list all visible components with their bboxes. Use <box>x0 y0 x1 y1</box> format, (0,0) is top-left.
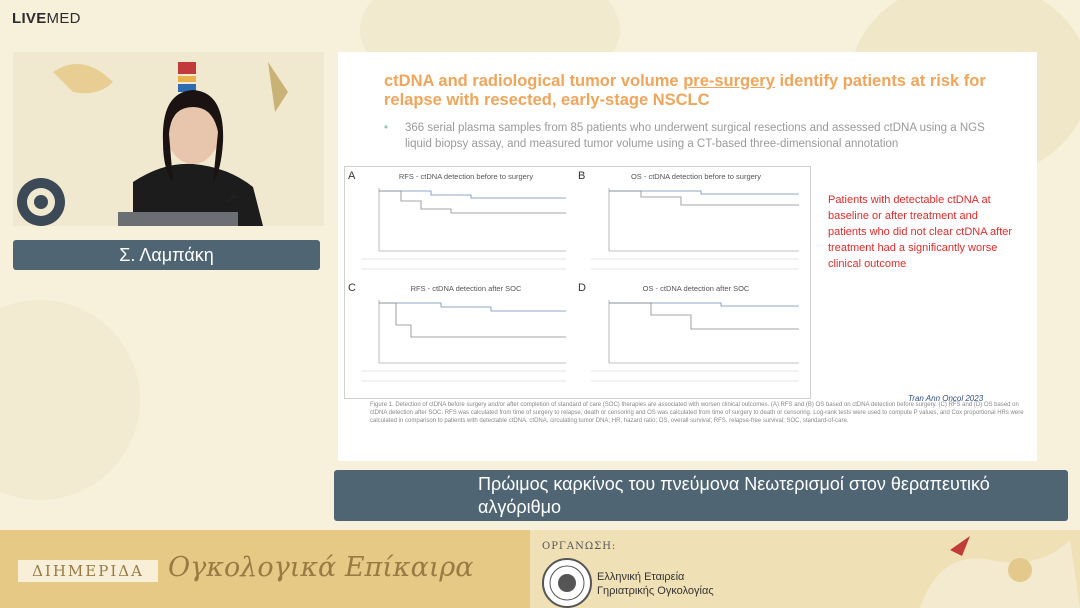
km-plot-a <box>361 188 566 270</box>
slide-title: ctDNA and radiological tumor volume pre-… <box>384 72 986 109</box>
panel-d: D OS - ctDNA detection after SOC <box>578 282 803 393</box>
panel-title: OS - ctDNA detection before to surgery <box>630 172 762 181</box>
slide-bullet: • 366 serial plasma samples from 85 pati… <box>384 122 985 150</box>
survival-figure: A RFS - ctDNA detection before to surger… <box>344 166 811 399</box>
panel-b: B OS - ctDNA detection before to surgery <box>578 170 803 281</box>
event-banner: ΔΙΗΜΕΡΙΔΑ Ογκολογικά Επίκαιρα ΟΡΓΑΝΩΣΗ: … <box>0 530 1080 608</box>
session-topic-bar: Πρώιμος καρκίνος του πνεύμονα Νεωτερισμο… <box>334 470 1068 521</box>
livemed-logo: LIVEMED <box>12 10 81 27</box>
km-plot-d <box>591 300 799 382</box>
organizer-label: ΟΡΓΑΝΩΣΗ: <box>542 541 617 552</box>
speaker-name: Σ. Λαμπάκη <box>119 245 214 265</box>
background-decoration <box>0 300 140 500</box>
panel-title: OS - ctDNA detection after SOC <box>642 284 750 293</box>
figure-caption: Figure 1. Detection of ctDNA before surg… <box>370 402 1024 424</box>
society-seal-icon <box>542 558 592 608</box>
panel-a: A RFS - ctDNA detection before to surger… <box>348 170 571 281</box>
panel-title: RFS - ctDNA detection after SOC <box>410 284 522 293</box>
speaker-name-bar: Σ. Λαμπάκη <box>13 240 320 270</box>
bullet-marker-icon: • <box>384 122 389 134</box>
citation: Tran Ann Oncol 2023 <box>908 394 984 403</box>
key-finding-note: Patients with detectable ctDNA at baseli… <box>828 194 1013 270</box>
organizer-name: Ελληνική Εταιρεία Γηριατρικής Ογκολογίας <box>597 571 714 597</box>
event-tag: ΔΙΗΜΕΡΙΔΑ <box>18 560 158 582</box>
panel-c: C RFS - ctDNA detection after SOC <box>348 282 571 393</box>
km-plot-c <box>361 300 566 382</box>
event-title: Ογκολογικά Επίκαιρα <box>168 552 474 583</box>
session-topic: Πρώιμος καρκίνος του πνεύμονα Νεωτερισμο… <box>478 474 990 517</box>
km-plot-b <box>591 188 799 270</box>
speaker-video <box>13 52 324 226</box>
panel-title: RFS - ctDNA detection before to surgery <box>398 172 534 181</box>
banner-illustration <box>920 536 1080 608</box>
speaker-video-frame <box>13 52 324 226</box>
presentation-slide: ctDNA and radiological tumor volume pre-… <box>338 52 1037 461</box>
